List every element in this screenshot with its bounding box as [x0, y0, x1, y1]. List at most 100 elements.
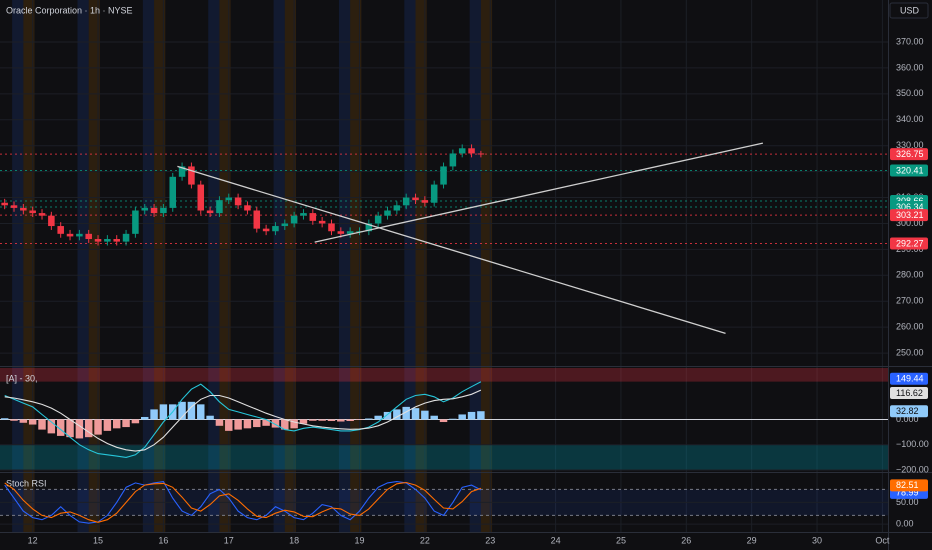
- value-label: 82.51: [896, 480, 919, 490]
- y-tick-label: 370.00: [896, 36, 924, 46]
- value-box: [890, 164, 928, 177]
- y-tick-label: 270.00: [896, 296, 924, 306]
- candle-body: [206, 210, 214, 214]
- histogram-bar: [374, 415, 382, 420]
- histogram-bar: [197, 404, 205, 420]
- candle-body: [290, 215, 298, 224]
- candle-body: [48, 215, 55, 227]
- histogram-bar: [225, 419, 233, 431]
- candle-body: [458, 148, 466, 154]
- candle-body: [29, 210, 36, 214]
- candle-body: [281, 223, 289, 227]
- y-tick-label: 50.00: [896, 497, 919, 507]
- x-tick-label: 19: [354, 535, 364, 545]
- histogram-bar: [355, 419, 364, 421]
- value-box: [890, 387, 928, 400]
- histogram-bar: [122, 419, 130, 428]
- value-label: 326.75: [896, 149, 924, 159]
- y-tick-label: 330.00: [896, 140, 924, 150]
- histogram-bar: [458, 414, 466, 420]
- y-tick-label: 340.00: [896, 114, 924, 124]
- histogram-bar: [309, 419, 317, 421]
- histogram-bar: [411, 408, 420, 420]
- value-box: [890, 237, 928, 250]
- session-band: [77, 0, 89, 532]
- x-tick-label: 12: [28, 535, 38, 545]
- session-band: [284, 0, 296, 532]
- histogram-bar: [281, 419, 289, 430]
- candle-body: [197, 184, 205, 211]
- value-label: 320.41: [896, 165, 924, 175]
- candle-body: [38, 213, 46, 216]
- session-band: [480, 0, 493, 532]
- histogram-bar: [271, 419, 280, 428]
- histogram-bar: [10, 419, 18, 421]
- histogram-bar: [346, 419, 354, 422]
- candle-body: [412, 197, 419, 201]
- value-box: [890, 479, 928, 492]
- value-box: [890, 372, 928, 385]
- currency-box: [889, 2, 929, 19]
- session-band: [415, 0, 427, 532]
- candle-body: [141, 207, 148, 211]
- session-band: [154, 0, 166, 532]
- value-box: [890, 148, 928, 161]
- histogram-bar: [150, 409, 158, 420]
- indicator-line: [4, 381, 482, 458]
- session-band: [273, 0, 285, 532]
- candle-body: [225, 197, 233, 201]
- candle-body: [337, 231, 345, 234]
- candle-body: [122, 233, 130, 242]
- candle-body: [20, 207, 27, 211]
- histogram-bar: [159, 404, 168, 420]
- histogram-bar: [140, 416, 149, 420]
- trendline: [177, 165, 726, 334]
- candle-body: [85, 233, 92, 240]
- candle-body: [318, 220, 326, 224]
- histogram-bar: [206, 415, 214, 420]
- histogram-bar: [56, 419, 65, 436]
- candle-body: [57, 226, 64, 234]
- candle-body: [10, 205, 18, 208]
- candle-body: [449, 153, 457, 167]
- candle-body: [94, 239, 102, 242]
- y-tick-label: −200.00: [896, 464, 929, 474]
- candle-body: [393, 205, 401, 211]
- histogram-bar: [243, 419, 252, 429]
- histogram-bar: [131, 419, 140, 424]
- x-tick-label: 23: [485, 535, 495, 545]
- x-tick-label: 17: [224, 535, 234, 545]
- candle-body: [178, 166, 186, 177]
- histogram-bar: [19, 419, 28, 423]
- histogram-bar: [84, 419, 93, 438]
- candle-body: [1, 202, 8, 206]
- value-label: 308.66: [896, 196, 924, 206]
- candle-body: [234, 197, 242, 206]
- session-band: [88, 0, 100, 532]
- candle-body: [169, 176, 177, 208]
- value-box: [890, 209, 928, 222]
- candle-body: [66, 233, 74, 237]
- indicator-line: [4, 481, 482, 524]
- session-band: [404, 0, 416, 532]
- histogram-bar: [430, 415, 438, 420]
- session-band: [208, 0, 220, 532]
- y-tick-label: 250.00: [896, 347, 924, 357]
- histogram-bar: [467, 411, 476, 420]
- y-tick-label: 300.00: [896, 218, 924, 228]
- histogram-bar: [187, 401, 196, 420]
- histogram-bar: [75, 419, 84, 439]
- candle-body: [374, 215, 382, 224]
- histogram-bar: [337, 419, 345, 422]
- x-tick-label: 18: [289, 535, 299, 545]
- y-tick-label: 260.00: [896, 322, 924, 332]
- session-band: [219, 0, 231, 532]
- candle-body: [365, 223, 373, 232]
- value-label: 303.21: [896, 210, 924, 220]
- candle-body: [216, 200, 223, 214]
- session-band: [142, 0, 155, 532]
- histogram-bar: [439, 419, 448, 423]
- candle-body: [402, 197, 410, 206]
- histogram-bar: [215, 419, 224, 426]
